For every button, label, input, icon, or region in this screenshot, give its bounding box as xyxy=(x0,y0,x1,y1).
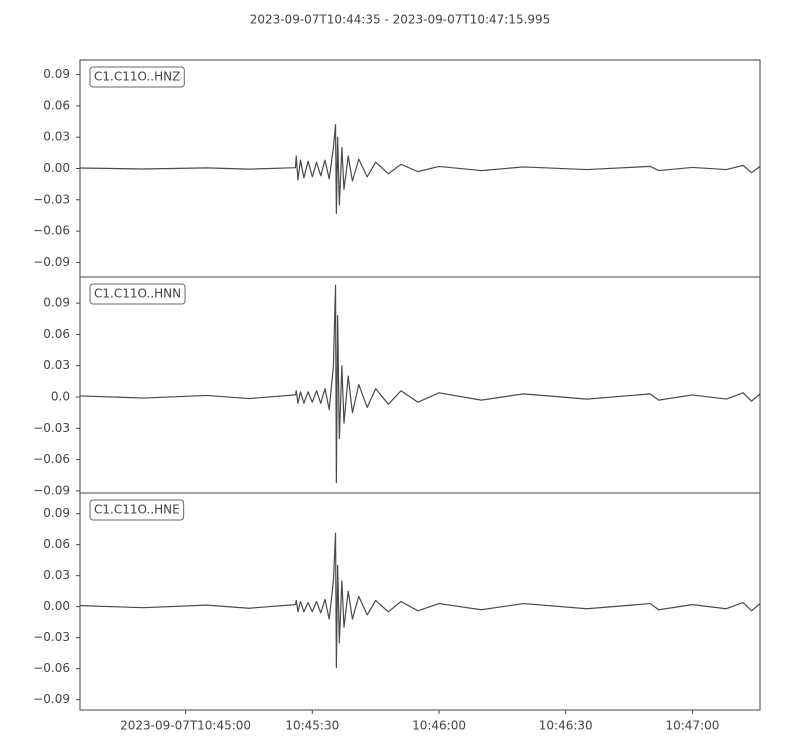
trace xyxy=(79,124,761,214)
x-tick-label: 10:47:00 xyxy=(665,719,719,733)
trace xyxy=(79,532,761,669)
trace-label: C1.C11O..HNZ xyxy=(94,70,180,84)
trace-label-box xyxy=(89,66,185,88)
y-tick-label: −0.09 xyxy=(33,255,70,269)
x-tick-label: 2023-09-07T10:45:00 xyxy=(120,719,251,733)
y-tick-label: −0.09 xyxy=(33,692,70,706)
y-tick-label: −0.06 xyxy=(33,224,70,238)
y-tick-label: 0.00 xyxy=(43,599,70,613)
y-tick-label: 0.06 xyxy=(43,327,70,341)
y-tick-label: 0.06 xyxy=(43,537,70,551)
x-tick-label: 10:46:30 xyxy=(539,719,593,733)
y-tick-label: −0.06 xyxy=(33,661,70,675)
x-tick-label: 10:45:30 xyxy=(285,719,339,733)
y-tick-label: 0.00 xyxy=(43,161,70,175)
y-tick-label: −0.03 xyxy=(33,630,70,644)
trace xyxy=(79,284,761,484)
y-tick-label: 0.0 xyxy=(51,390,70,404)
y-tick-label: 0.06 xyxy=(43,98,70,112)
panel-frame xyxy=(79,276,761,494)
y-tick-label: 0.09 xyxy=(43,296,70,310)
trace-label: C1.C11O..HNE xyxy=(94,503,180,517)
y-tick-label: −0.06 xyxy=(33,452,70,466)
y-tick-label: 0.03 xyxy=(43,568,70,582)
y-tick-label: 0.03 xyxy=(43,130,70,144)
panel-frame xyxy=(79,492,761,711)
trace-label-box xyxy=(89,499,185,521)
y-tick-label: −0.03 xyxy=(33,421,70,435)
y-tick-label: −0.09 xyxy=(33,483,70,497)
y-tick-label: −0.03 xyxy=(33,192,70,206)
trace-label-box xyxy=(89,283,186,305)
figure-title: 2023-09-07T10:44:35 - 2023-09-07T10:47:1… xyxy=(250,13,551,27)
x-tick-label: 10:46:00 xyxy=(412,719,466,733)
y-tick-label: 0.03 xyxy=(43,358,70,372)
y-tick-label: 0.09 xyxy=(43,67,70,81)
y-tick-label: 0.09 xyxy=(43,506,70,520)
trace-label: C1.C11O..HNN xyxy=(94,287,181,301)
